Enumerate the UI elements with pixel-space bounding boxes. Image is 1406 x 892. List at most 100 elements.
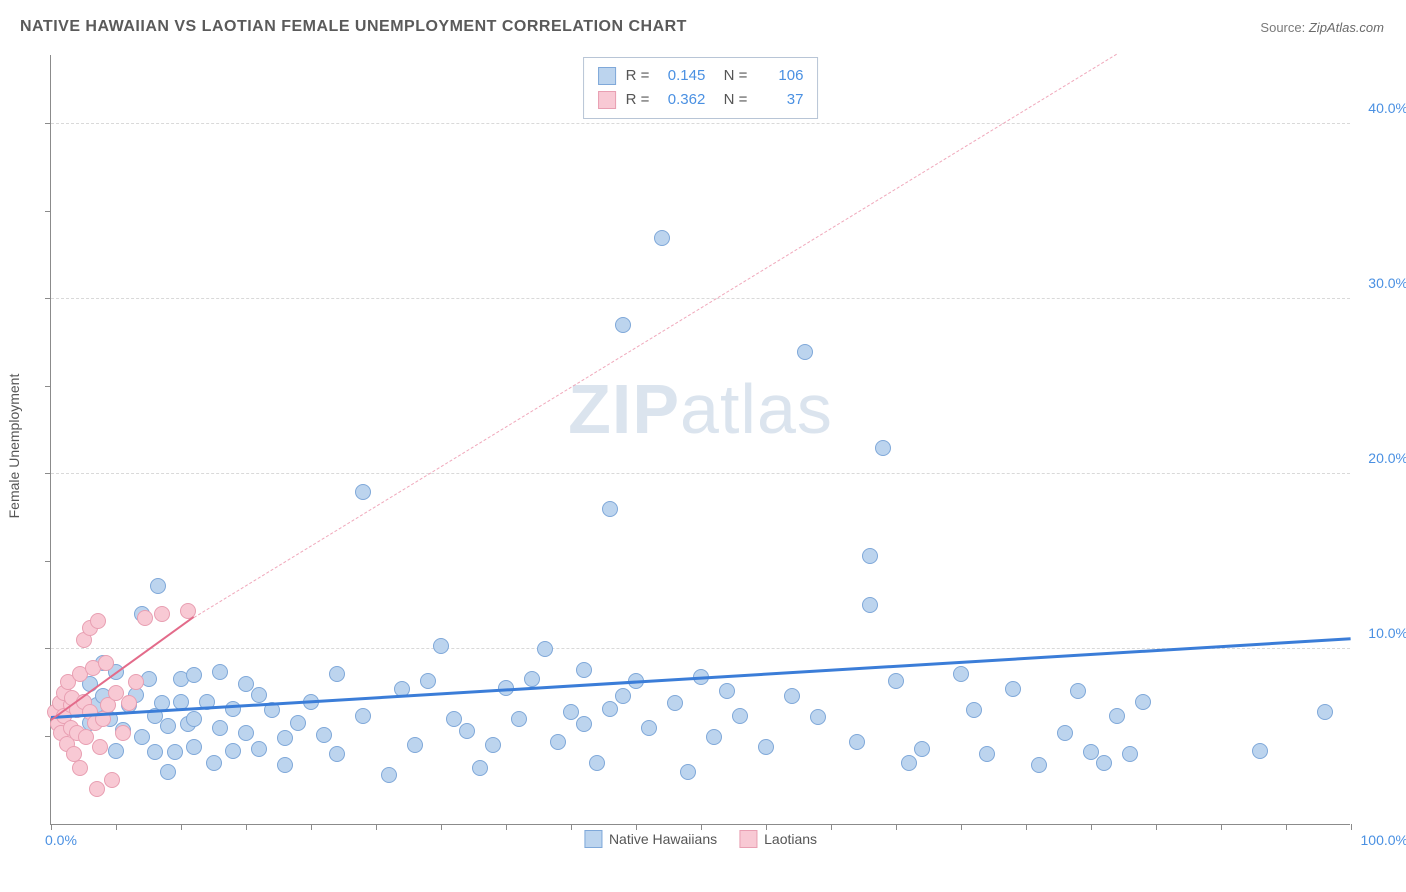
- data-point: [277, 757, 293, 773]
- data-point: [862, 597, 878, 613]
- trend-line: [194, 53, 1118, 617]
- data-point: [563, 704, 579, 720]
- x-axis-min-label: 0.0%: [45, 832, 77, 848]
- data-point: [433, 638, 449, 654]
- data-point: [108, 743, 124, 759]
- data-point: [238, 725, 254, 741]
- legend-label-laotian: Laotians: [764, 831, 817, 847]
- y-tick: [45, 473, 51, 474]
- y-tick: [45, 561, 51, 562]
- data-point: [134, 729, 150, 745]
- data-point: [550, 734, 566, 750]
- source-value: ZipAtlas.com: [1309, 20, 1384, 35]
- data-point: [875, 440, 891, 456]
- x-tick: [246, 824, 247, 830]
- data-point: [212, 720, 228, 736]
- data-point: [206, 755, 222, 771]
- y-tick: [45, 123, 51, 124]
- x-tick: [1091, 824, 1092, 830]
- x-tick: [376, 824, 377, 830]
- watermark-light: atlas: [680, 370, 833, 448]
- n-value-laotian: 37: [757, 88, 803, 112]
- x-tick: [441, 824, 442, 830]
- data-point: [524, 671, 540, 687]
- legend-label-hawaiian: Native Hawaiians: [609, 831, 717, 847]
- swatch-hawaiian-icon: [584, 830, 602, 848]
- data-point: [160, 764, 176, 780]
- y-tick: [45, 648, 51, 649]
- data-point: [602, 701, 618, 717]
- data-point: [784, 688, 800, 704]
- data-point: [966, 702, 982, 718]
- legend-row-hawaiian: R = 0.145 N = 106: [598, 64, 804, 88]
- data-point: [1031, 757, 1047, 773]
- data-point: [186, 667, 202, 683]
- data-point: [459, 723, 475, 739]
- data-point: [1096, 755, 1112, 771]
- data-point: [186, 739, 202, 755]
- n-value-hawaiian: 106: [757, 64, 803, 88]
- data-point: [537, 641, 553, 657]
- watermark-bold: ZIP: [568, 370, 680, 448]
- data-point: [1317, 704, 1333, 720]
- data-point: [167, 744, 183, 760]
- data-point: [1109, 708, 1125, 724]
- data-point: [576, 716, 592, 732]
- data-point: [150, 578, 166, 594]
- data-point: [137, 610, 153, 626]
- legend-item-hawaiian: Native Hawaiians: [584, 830, 717, 848]
- data-point: [355, 484, 371, 500]
- data-point: [511, 711, 527, 727]
- x-tick: [1286, 824, 1287, 830]
- legend-item-laotian: Laotians: [739, 830, 817, 848]
- data-point: [104, 772, 120, 788]
- x-tick: [116, 824, 117, 830]
- x-axis-max-label: 100.0%: [1361, 832, 1406, 848]
- data-point: [706, 729, 722, 745]
- x-tick: [1156, 824, 1157, 830]
- x-tick: [51, 824, 52, 830]
- y-tick-label: 20.0%: [1368, 450, 1406, 466]
- data-point: [1005, 681, 1021, 697]
- data-point: [849, 734, 865, 750]
- data-point: [277, 730, 293, 746]
- x-tick: [506, 824, 507, 830]
- x-tick: [701, 824, 702, 830]
- data-point: [862, 548, 878, 564]
- x-tick: [1026, 824, 1027, 830]
- data-point: [1070, 683, 1086, 699]
- data-point: [329, 666, 345, 682]
- y-tick: [45, 211, 51, 212]
- data-point: [115, 725, 131, 741]
- data-point: [901, 755, 917, 771]
- x-tick: [896, 824, 897, 830]
- x-tick: [1221, 824, 1222, 830]
- chart-title: NATIVE HAWAIIAN VS LAOTIAN FEMALE UNEMPL…: [20, 18, 687, 36]
- data-point: [381, 767, 397, 783]
- x-tick: [181, 824, 182, 830]
- gridline: [51, 473, 1350, 474]
- data-point: [98, 655, 114, 671]
- data-point: [92, 739, 108, 755]
- n-label: N =: [715, 64, 747, 88]
- y-tick: [45, 736, 51, 737]
- data-point: [89, 781, 105, 797]
- data-point: [160, 718, 176, 734]
- r-label: R =: [626, 64, 650, 88]
- data-point: [953, 666, 969, 682]
- data-point: [407, 737, 423, 753]
- x-tick: [636, 824, 637, 830]
- data-point: [72, 760, 88, 776]
- y-tick: [45, 298, 51, 299]
- data-point: [446, 711, 462, 727]
- data-point: [121, 695, 137, 711]
- data-point: [316, 727, 332, 743]
- source-attribution: Source: ZipAtlas.com: [1260, 20, 1384, 35]
- data-point: [251, 741, 267, 757]
- data-point: [641, 720, 657, 736]
- watermark: ZIPatlas: [568, 369, 833, 449]
- data-point: [212, 664, 228, 680]
- n-label: N =: [715, 88, 747, 112]
- x-tick: [311, 824, 312, 830]
- data-point: [615, 688, 631, 704]
